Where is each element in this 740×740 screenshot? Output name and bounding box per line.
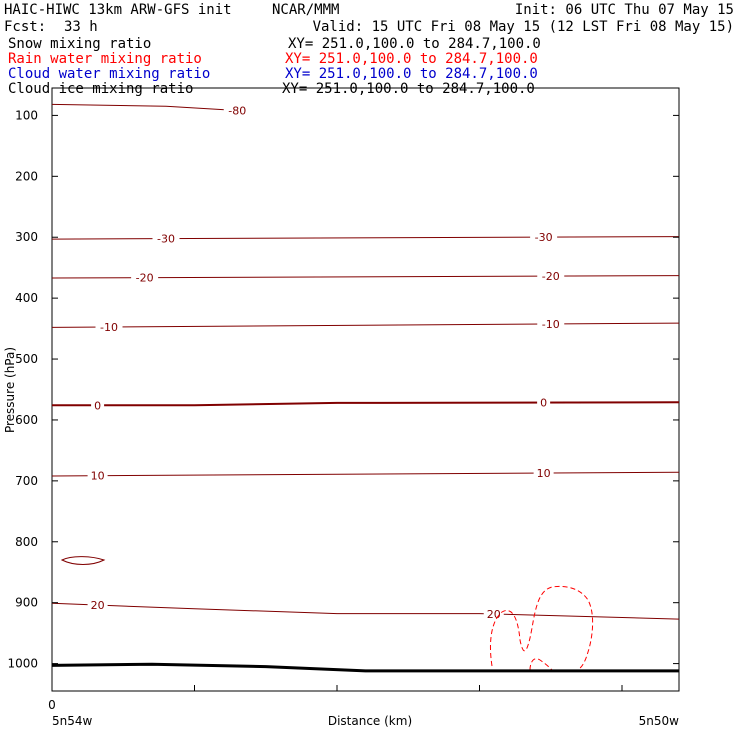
isotherm-layer: -80 -30 -30 -20 -20 -10 -10 0 0 10 10 20 20 <box>51 103 680 621</box>
isotherm-label: -10 <box>100 321 118 334</box>
y-tick-label: 100 <box>15 108 38 122</box>
y-tick-label: 1000 <box>7 657 38 671</box>
isotherm-line <box>51 471 680 477</box>
org-label: NCAR/MMM <box>272 2 339 18</box>
x-start-label: 5n54w <box>52 714 93 728</box>
fcst-label: Fcst: <box>4 19 46 35</box>
rain-contour <box>529 658 553 671</box>
isotherm-label: 20 <box>91 599 105 612</box>
x-end-label: 5n50w <box>639 714 680 728</box>
isotherm-label-bg <box>87 599 108 612</box>
header: HAIC-HIWC 13km ARW-GFS init NCAR/MMM Ini… <box>4 2 734 35</box>
isotherm-label-bg <box>483 608 504 621</box>
isotherm-line <box>51 103 238 111</box>
valid-time: Valid: 15 UTC Fri 08 May 15 (12 LST Fri … <box>313 19 734 35</box>
isotherm-label-bg <box>87 469 108 482</box>
legend: Snow mixing ratio XY= 251.0,100.0 to 284… <box>8 36 541 97</box>
y-tick-label: 200 <box>15 169 38 183</box>
terrain-line <box>51 662 679 673</box>
rain-contour <box>489 585 594 671</box>
isotherm-label: -80 <box>228 105 246 118</box>
legend-rain-name: Rain water mixing ratio <box>8 51 202 67</box>
isotherm-line <box>52 401 680 407</box>
isotherm-label: -30 <box>535 231 553 244</box>
isotherm-label: -20 <box>136 272 154 285</box>
legend-snow-xy: XY= 251.0,100.0 to 284.7,100.0 <box>288 36 541 52</box>
isotherm-label: 0 <box>540 397 547 410</box>
isotherm-label-bg <box>533 467 554 480</box>
x-axis <box>51 685 623 691</box>
y-tick-label: 900 <box>15 596 38 610</box>
isotherm-label-bg <box>537 270 565 283</box>
legend-cloudwater-xy: XY= 251.0,100.0 to 284.7,100.0 <box>285 66 538 82</box>
isotherm-label: -20 <box>542 270 560 283</box>
legend-snow-name: Snow mixing ratio <box>8 36 151 52</box>
isotherm-label-bg <box>537 396 551 409</box>
legend-cloudice-name: Cloud ice mixing ratio <box>8 81 193 97</box>
y-tick-label: 400 <box>15 291 38 305</box>
isotherm-label-bg <box>530 231 558 244</box>
isotherm-label-bg <box>152 232 180 245</box>
terrain-layer <box>51 662 679 673</box>
isotherm-label-bg <box>91 399 105 412</box>
x-zero-label: 0 <box>48 698 56 712</box>
isotherm-label-bg <box>131 271 159 284</box>
legend-cloudice-xy: XY= 251.0,100.0 to 284.7,100.0 <box>282 81 535 97</box>
isotherm-label: -30 <box>157 233 175 246</box>
isotherm-line <box>51 322 680 328</box>
init-time: Init: 06 UTC Thu 07 May 15 <box>515 2 734 18</box>
isotherm-label: 10 <box>537 467 551 480</box>
y-tick-label: 300 <box>15 230 38 244</box>
y-tick-label: 600 <box>15 413 38 427</box>
y-axis-title: Pressure (hPa) <box>3 347 17 433</box>
isotherm-label: 0 <box>94 399 101 412</box>
isotherm-label: 10 <box>91 470 105 483</box>
fcst-value: 33 h <box>64 19 98 35</box>
y-tick-label: 800 <box>15 535 38 549</box>
y-tick-label: 700 <box>15 474 38 488</box>
isotherm-label-bg <box>537 317 565 330</box>
x-axis-title: Distance (km) <box>328 714 412 728</box>
y-tick-label: 500 <box>15 352 38 366</box>
legend-rain-xy: XY= 251.0,100.0 to 284.7,100.0 <box>285 51 538 67</box>
isotherm-small-loop <box>60 556 106 565</box>
isotherm-line <box>51 602 680 620</box>
legend-cloudwater-name: Cloud water mixing ratio <box>8 66 210 82</box>
rain-contour-layer <box>60 556 594 671</box>
isotherm-label: -10 <box>542 318 560 331</box>
isotherm-label-bg <box>223 104 251 117</box>
plot-frame <box>51 87 680 692</box>
isotherm-label: 20 <box>487 608 501 621</box>
model-title: HAIC-HIWC 13km ARW-GFS init <box>4 2 232 18</box>
isotherm-line <box>51 236 680 240</box>
isotherm-label-bg <box>95 320 123 333</box>
